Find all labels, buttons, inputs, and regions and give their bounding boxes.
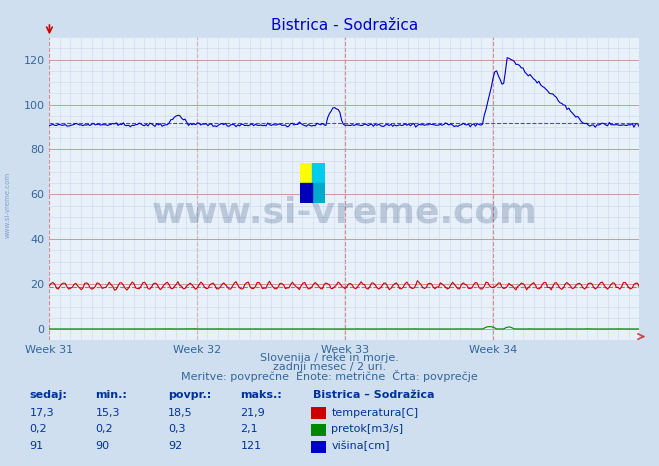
Text: www.si-vreme.com: www.si-vreme.com	[152, 196, 537, 230]
Text: 0,3: 0,3	[168, 425, 186, 434]
Text: pretok[m3/s]: pretok[m3/s]	[331, 425, 403, 434]
Text: min.:: min.:	[96, 391, 127, 400]
Title: Bistrica - Sodražica: Bistrica - Sodražica	[271, 18, 418, 34]
Bar	[300, 163, 312, 183]
Bar	[312, 163, 325, 183]
Text: 17,3: 17,3	[30, 408, 54, 418]
Text: 91: 91	[30, 441, 43, 451]
Text: zadnji mesec / 2 uri.: zadnji mesec / 2 uri.	[273, 363, 386, 372]
Text: maks.:: maks.:	[241, 391, 282, 400]
Text: 0,2: 0,2	[96, 425, 113, 434]
Text: povpr.:: povpr.:	[168, 391, 212, 400]
Text: temperatura[C]: temperatura[C]	[331, 408, 418, 418]
Text: 15,3: 15,3	[96, 408, 120, 418]
Text: 121: 121	[241, 441, 262, 451]
Text: 18,5: 18,5	[168, 408, 192, 418]
Text: 0,2: 0,2	[30, 425, 47, 434]
Bar	[312, 183, 325, 203]
Text: 92: 92	[168, 441, 183, 451]
Text: sedaj:: sedaj:	[30, 391, 67, 400]
Text: 21,9: 21,9	[241, 408, 266, 418]
Text: Meritve: povprečne  Enote: metrične  Črta: povprečje: Meritve: povprečne Enote: metrične Črta:…	[181, 370, 478, 382]
Text: 2,1: 2,1	[241, 425, 258, 434]
Text: 90: 90	[96, 441, 109, 451]
Text: Slovenija / reke in morje.: Slovenija / reke in morje.	[260, 353, 399, 363]
Bar	[300, 183, 312, 203]
Text: Bistrica – Sodražica: Bistrica – Sodražica	[313, 391, 434, 400]
Text: www.si-vreme.com: www.si-vreme.com	[5, 172, 11, 238]
Text: višina[cm]: višina[cm]	[331, 441, 390, 451]
